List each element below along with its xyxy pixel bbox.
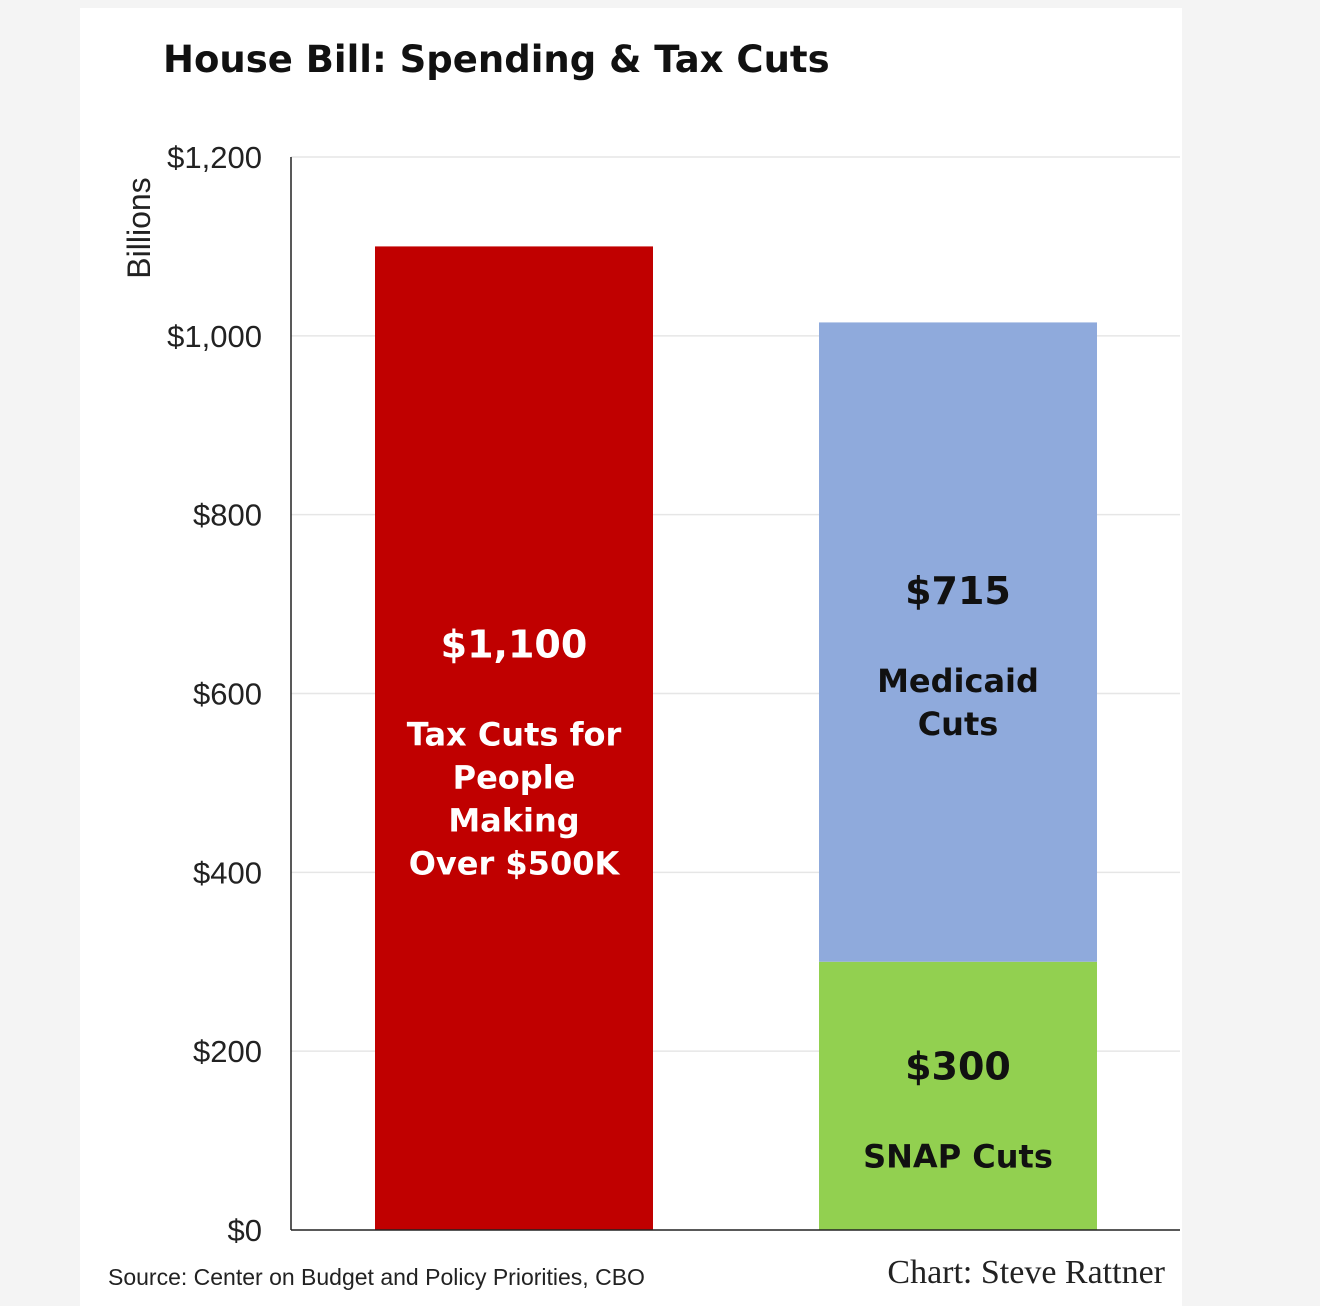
y-tick-label: $1,200 xyxy=(167,140,262,175)
y-tick-label: $1,000 xyxy=(167,319,262,354)
bars xyxy=(375,246,1097,1230)
bar-segment xyxy=(819,322,1097,962)
source-note: Source: Center on Budget and Policy Prio… xyxy=(108,1264,645,1290)
data-labels: $1,100 Tax Cuts for People Making Over $500K… xyxy=(407,569,1053,1175)
y-tick-label: $800 xyxy=(193,498,262,533)
y-tick-label: $400 xyxy=(193,855,262,890)
y-tick-label: $600 xyxy=(193,677,262,712)
axes: $0 $200 $400 $600 $800 $1,000 $1,200 xyxy=(167,140,1180,1248)
bar-segment xyxy=(819,961,1097,1230)
y-tick-label: $0 xyxy=(228,1213,262,1248)
bar-category-label: Over $500K xyxy=(409,844,621,882)
y-tick-label: $200 xyxy=(193,1034,262,1069)
bar-category-label: Cuts xyxy=(918,705,999,743)
bar-segment xyxy=(375,246,653,1230)
bar-category-label: Medicaid xyxy=(877,662,1039,700)
bar-category-label: Tax Cuts for xyxy=(407,715,622,753)
bar-value-label: $1,100 xyxy=(441,622,588,666)
bar-category-label: People xyxy=(453,758,576,796)
bar-category-label: SNAP Cuts xyxy=(863,1137,1053,1175)
chart-credit: Chart: Steve Rattner xyxy=(887,1254,1165,1291)
y-axis-label: Billions xyxy=(121,177,157,278)
bar-category-label: Making xyxy=(448,801,579,839)
bar-value-label: $300 xyxy=(905,1044,1011,1088)
chart-title: House Bill: Spending & Tax Cuts xyxy=(163,38,830,81)
bar-value-label: $715 xyxy=(905,569,1011,613)
